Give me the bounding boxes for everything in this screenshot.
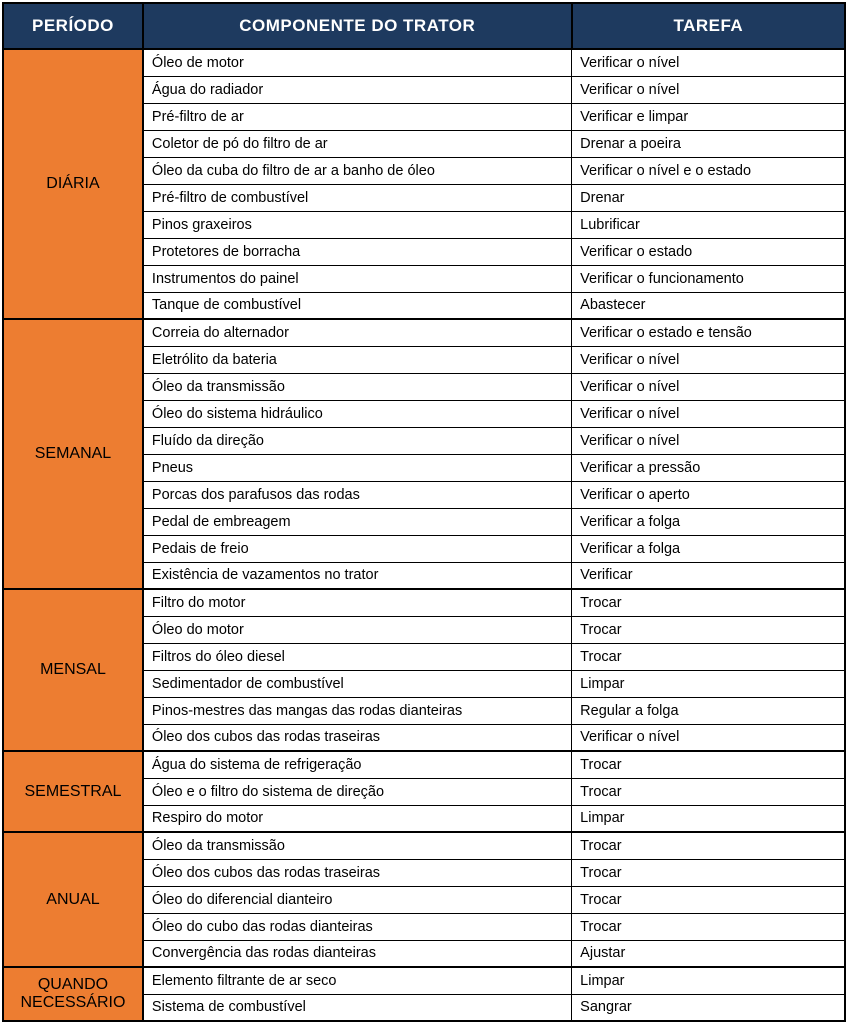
component-cell: Óleo dos cubos das rodas traseiras bbox=[143, 724, 572, 751]
component-cell: Eletrólito da bateria bbox=[143, 346, 572, 373]
task-cell: Verificar o nível bbox=[572, 49, 845, 76]
period-cell: SEMANAL bbox=[3, 319, 143, 589]
component-cell: Óleo dos cubos das rodas traseiras bbox=[143, 859, 572, 886]
task-cell: Trocar bbox=[572, 643, 845, 670]
table-row: ANUALÓleo da transmissãoTrocar bbox=[3, 832, 845, 859]
component-cell: Óleo do diferencial dianteiro bbox=[143, 886, 572, 913]
component-cell: Fluído da direção bbox=[143, 427, 572, 454]
task-cell: Verificar o aperto bbox=[572, 481, 845, 508]
header-component: COMPONENTE DO TRATOR bbox=[143, 3, 572, 49]
task-cell: Limpar bbox=[572, 967, 845, 994]
task-cell: Trocar bbox=[572, 751, 845, 778]
task-cell: Verificar a folga bbox=[572, 535, 845, 562]
task-cell: Trocar bbox=[572, 616, 845, 643]
component-cell: Pedais de freio bbox=[143, 535, 572, 562]
task-cell: Verificar o nível bbox=[572, 76, 845, 103]
task-cell: Trocar bbox=[572, 859, 845, 886]
task-cell: Limpar bbox=[572, 670, 845, 697]
component-cell: Filtros do óleo diesel bbox=[143, 643, 572, 670]
component-cell: Pinos-mestres das mangas das rodas diant… bbox=[143, 697, 572, 724]
component-cell: Protetores de borracha bbox=[143, 238, 572, 265]
component-cell: Convergência das rodas dianteiras bbox=[143, 940, 572, 967]
task-cell: Verificar o nível bbox=[572, 400, 845, 427]
table-row: SEMESTRALÁgua do sistema de refrigeração… bbox=[3, 751, 845, 778]
component-cell: Água do sistema de refrigeração bbox=[143, 751, 572, 778]
table-row: MENSALFiltro do motorTrocar bbox=[3, 589, 845, 616]
task-cell: Sangrar bbox=[572, 994, 845, 1021]
component-cell: Instrumentos do painel bbox=[143, 265, 572, 292]
table-row: SEMANALCorreia do alternadorVerificar o … bbox=[3, 319, 845, 346]
task-cell: Verificar bbox=[572, 562, 845, 589]
task-cell: Regular a folga bbox=[572, 697, 845, 724]
task-cell: Verificar o funcionamento bbox=[572, 265, 845, 292]
component-cell: Óleo do motor bbox=[143, 616, 572, 643]
component-cell: Existência de vazamentos no trator bbox=[143, 562, 572, 589]
table-row: DIÁRIAÓleo de motorVerificar o nível bbox=[3, 49, 845, 76]
maintenance-table: PERÍODO COMPONENTE DO TRATOR TAREFA DIÁR… bbox=[2, 2, 846, 1022]
task-cell: Trocar bbox=[572, 886, 845, 913]
component-cell: Porcas dos parafusos das rodas bbox=[143, 481, 572, 508]
task-cell: Abastecer bbox=[572, 292, 845, 319]
period-cell: DIÁRIA bbox=[3, 49, 143, 319]
component-cell: Tanque de combustível bbox=[143, 292, 572, 319]
task-cell: Verificar a pressão bbox=[572, 454, 845, 481]
component-cell: Respiro do motor bbox=[143, 805, 572, 832]
task-cell: Verificar o estado bbox=[572, 238, 845, 265]
task-cell: Verificar o estado e tensão bbox=[572, 319, 845, 346]
table-row: QUANDO NECESSÁRIOElemento filtrante de a… bbox=[3, 967, 845, 994]
task-cell: Trocar bbox=[572, 913, 845, 940]
component-cell: Óleo de motor bbox=[143, 49, 572, 76]
task-cell: Drenar bbox=[572, 184, 845, 211]
period-cell: SEMESTRAL bbox=[3, 751, 143, 832]
component-cell: Coletor de pó do filtro de ar bbox=[143, 130, 572, 157]
task-cell: Verificar o nível bbox=[572, 373, 845, 400]
component-cell: Óleo e o filtro do sistema de direção bbox=[143, 778, 572, 805]
task-cell: Trocar bbox=[572, 778, 845, 805]
task-cell: Lubrificar bbox=[572, 211, 845, 238]
period-cell: MENSAL bbox=[3, 589, 143, 751]
component-cell: Pré-filtro de ar bbox=[143, 103, 572, 130]
component-cell: Óleo da cuba do filtro de ar a banho de … bbox=[143, 157, 572, 184]
header-task: TAREFA bbox=[572, 3, 845, 49]
component-cell: Óleo da transmissão bbox=[143, 373, 572, 400]
task-cell: Verificar o nível bbox=[572, 724, 845, 751]
component-cell: Filtro do motor bbox=[143, 589, 572, 616]
component-cell: Sistema de combustível bbox=[143, 994, 572, 1021]
task-cell: Verificar e limpar bbox=[572, 103, 845, 130]
component-cell: Elemento filtrante de ar seco bbox=[143, 967, 572, 994]
task-cell: Trocar bbox=[572, 832, 845, 859]
header-row: PERÍODO COMPONENTE DO TRATOR TAREFA bbox=[3, 3, 845, 49]
component-cell: Correia do alternador bbox=[143, 319, 572, 346]
task-cell: Ajustar bbox=[572, 940, 845, 967]
task-cell: Drenar a poeira bbox=[572, 130, 845, 157]
task-cell: Trocar bbox=[572, 589, 845, 616]
component-cell: Pneus bbox=[143, 454, 572, 481]
component-cell: Pedal de embreagem bbox=[143, 508, 572, 535]
component-cell: Óleo do sistema hidráulico bbox=[143, 400, 572, 427]
task-cell: Limpar bbox=[572, 805, 845, 832]
table-body: DIÁRIAÓleo de motorVerificar o nívelÁgua… bbox=[3, 49, 845, 1021]
component-cell: Óleo do cubo das rodas dianteiras bbox=[143, 913, 572, 940]
component-cell: Óleo da transmissão bbox=[143, 832, 572, 859]
component-cell: Água do radiador bbox=[143, 76, 572, 103]
period-cell: QUANDO NECESSÁRIO bbox=[3, 967, 143, 1021]
period-cell: ANUAL bbox=[3, 832, 143, 967]
component-cell: Pré-filtro de combustível bbox=[143, 184, 572, 211]
header-period: PERÍODO bbox=[3, 3, 143, 49]
task-cell: Verificar o nível bbox=[572, 427, 845, 454]
task-cell: Verificar o nível e o estado bbox=[572, 157, 845, 184]
task-cell: Verificar o nível bbox=[572, 346, 845, 373]
task-cell: Verificar a folga bbox=[572, 508, 845, 535]
component-cell: Pinos graxeiros bbox=[143, 211, 572, 238]
component-cell: Sedimentador de combustível bbox=[143, 670, 572, 697]
